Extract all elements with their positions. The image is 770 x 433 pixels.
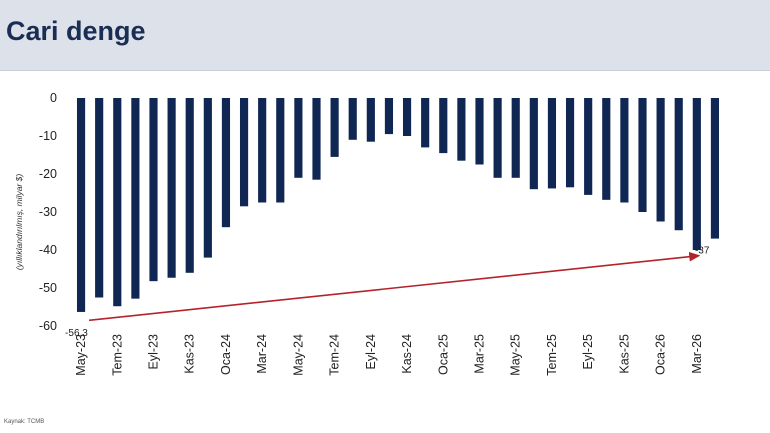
x-tick-label: Tem-25 xyxy=(545,334,559,376)
x-tick-label: May-25 xyxy=(509,334,523,376)
x-tick-label: Mar-25 xyxy=(473,334,487,374)
bar xyxy=(565,98,575,188)
bar xyxy=(710,98,720,239)
x-tick-label: Tem-24 xyxy=(328,334,342,376)
bar xyxy=(457,98,466,161)
y-tick-label: -40 xyxy=(39,243,57,257)
bar xyxy=(674,98,683,231)
bar xyxy=(602,98,611,200)
trend-arrow xyxy=(88,251,701,322)
bar xyxy=(276,98,285,203)
bar xyxy=(529,98,538,190)
bar xyxy=(620,98,629,203)
current-account-chart: 0 -10 -20 -30 -40 -50 -60 May-23 Tem-23 Eyl-23 Ka… xyxy=(14,91,720,376)
data-label: -56,3 xyxy=(65,328,88,339)
x-tick-label: May-23 xyxy=(74,334,88,376)
bar xyxy=(638,98,647,212)
y-tick-label: 0 xyxy=(50,91,57,105)
x-tick-label: Mar-26 xyxy=(690,334,704,374)
x-tick-label: Oca-26 xyxy=(654,334,668,375)
bar xyxy=(131,98,140,299)
x-tick-label: Eyl-23 xyxy=(147,334,161,369)
bar xyxy=(185,98,194,273)
data-label: -37 xyxy=(695,246,710,257)
bar xyxy=(149,98,158,282)
bar xyxy=(312,98,321,180)
bar xyxy=(167,98,176,278)
y-tick-label: -20 xyxy=(39,167,57,181)
title-band: Cari denge xyxy=(0,0,770,71)
x-tick-label: Kas-24 xyxy=(400,334,414,374)
x-tick-label: Eyl-24 xyxy=(364,334,378,369)
page-title: Cari denge xyxy=(6,16,146,46)
x-tick-label: Oca-24 xyxy=(219,334,233,375)
bar xyxy=(692,98,701,250)
x-tick-label: Kas-25 xyxy=(617,334,631,374)
bar xyxy=(239,98,249,207)
bar xyxy=(402,98,412,136)
y-tick-label: -30 xyxy=(39,205,57,219)
y-tick-label: -50 xyxy=(39,281,57,295)
annotations: -56,3 -37 xyxy=(65,246,710,339)
x-tick-label: Kas-23 xyxy=(183,334,197,374)
bar xyxy=(76,98,86,312)
bar xyxy=(348,98,357,140)
bar xyxy=(475,98,484,165)
y-tick-label: -10 xyxy=(39,129,57,143)
bar xyxy=(95,98,104,298)
bar xyxy=(547,98,557,189)
bar xyxy=(656,98,665,222)
bar xyxy=(203,98,212,258)
bar xyxy=(384,98,394,135)
bar xyxy=(366,98,375,142)
bar xyxy=(421,98,430,148)
bar xyxy=(511,98,520,178)
bar xyxy=(221,98,231,228)
x-axis: May-23 Tem-23 Eyl-23 Kas-23 Oca-24 Mar-24 May-… xyxy=(74,334,704,376)
x-tick-label: Oca-25 xyxy=(436,334,450,375)
y-axis: 0 -10 -20 -30 -40 -50 -60 xyxy=(39,91,57,333)
bar xyxy=(294,98,303,178)
bar xyxy=(439,98,448,154)
bar xyxy=(493,98,502,178)
x-tick-label: May-24 xyxy=(291,334,305,376)
bar xyxy=(258,98,267,203)
bar-series xyxy=(76,98,720,312)
y-axis-label: (yıllıklandırılmış, milyar $) xyxy=(14,174,24,271)
bar xyxy=(584,98,593,195)
x-tick-label: Tem-23 xyxy=(110,334,124,376)
bar xyxy=(330,98,339,157)
source-note: Kaynak: TCMB xyxy=(4,419,45,425)
y-tick-label: -60 xyxy=(39,319,57,333)
x-tick-label: Eyl-25 xyxy=(581,334,595,369)
bar xyxy=(113,98,122,307)
x-tick-label: Mar-24 xyxy=(255,334,269,374)
